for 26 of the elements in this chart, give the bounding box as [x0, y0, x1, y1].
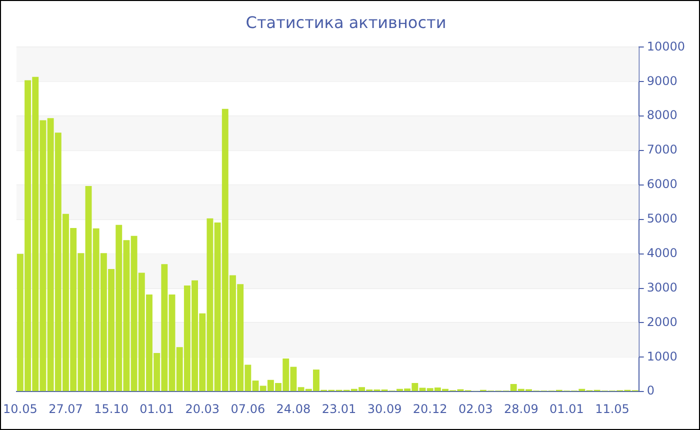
- x-tick-label: 30.09: [367, 402, 402, 416]
- y-tick-label: 10000: [646, 39, 686, 54]
- y-tick-label: 3000: [646, 280, 678, 294]
- y-tick-label: 7000: [646, 142, 678, 157]
- y-tick-label: 5000: [646, 212, 678, 226]
- x-tick-label: 01.01: [140, 402, 174, 416]
- x-tick-label: 07.06: [230, 402, 266, 416]
- x-tick-label: 15.10: [94, 402, 128, 416]
- x-tick-label: 28.09: [504, 402, 538, 416]
- y-tick-label: 1000: [646, 349, 678, 364]
- chart-title: Статистика активности: [246, 12, 446, 32]
- x-tick-label: 23.01: [322, 402, 356, 416]
- y-tick-label: 2000: [646, 314, 678, 329]
- y-tick-label: 9000: [646, 74, 678, 88]
- y-tick-label: 6000: [646, 177, 678, 192]
- x-tick-label: 01.01: [550, 402, 584, 416]
- x-tick-label: 02.03: [458, 402, 493, 416]
- x-tick-label: 20.03: [185, 402, 220, 416]
- y-tick-label: 4000: [646, 246, 678, 260]
- x-tick-label: 27.07: [48, 402, 83, 416]
- x-tick-label: 24.08: [276, 402, 311, 416]
- x-tick-label: 11.05: [595, 402, 630, 416]
- y-tick-label: 0: [646, 384, 654, 398]
- x-tick-label: 10.05: [3, 402, 38, 416]
- x-tick-label: 20.12: [412, 402, 448, 416]
- y-tick-label: 8000: [646, 108, 678, 122]
